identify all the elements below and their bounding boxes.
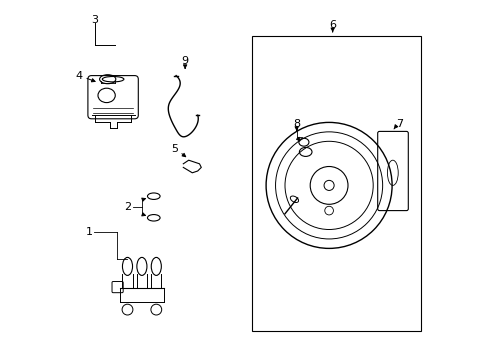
- Text: 8: 8: [292, 119, 300, 129]
- Circle shape: [324, 180, 333, 190]
- Text: 5: 5: [170, 144, 178, 154]
- Bar: [251, 36, 420, 331]
- Text: 1: 1: [86, 227, 93, 237]
- Polygon shape: [183, 160, 201, 173]
- Text: 6: 6: [328, 20, 336, 30]
- Text: 9: 9: [181, 56, 188, 66]
- Text: 2: 2: [123, 202, 131, 212]
- Text: 3: 3: [91, 15, 99, 25]
- Text: 4: 4: [75, 71, 82, 81]
- Text: 7: 7: [395, 119, 402, 129]
